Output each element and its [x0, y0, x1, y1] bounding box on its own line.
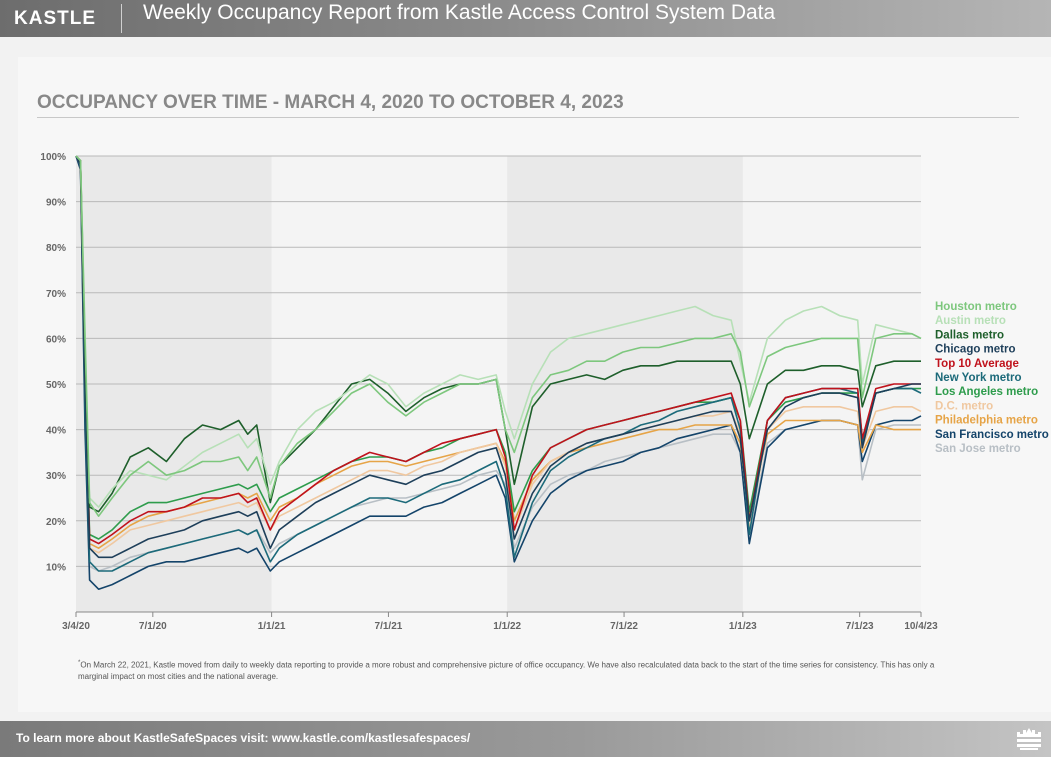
x-tick-label: 7/1/23 — [846, 621, 874, 632]
series-line-d-c-metro — [75, 155, 922, 554]
y-tick-label: 70% — [46, 289, 66, 300]
x-tick-label: 1/1/22 — [493, 621, 521, 632]
y-tick-label: 20% — [46, 517, 66, 528]
footnote: *On March 22, 2021, Kastle moved from da… — [78, 658, 938, 682]
header-bar: KASTLE Weekly Occupancy Report from Kast… — [0, 0, 1051, 37]
footer-link-text[interactable]: To learn more about KastleSafeSpaces vis… — [16, 731, 471, 745]
legend-dallas-metro: Dallas metro — [935, 329, 1004, 341]
report-title: Weekly Occupancy Report from Kastle Acce… — [143, 1, 776, 24]
footnote-marker: * — [78, 660, 81, 666]
series-line-san-francisco-metro — [75, 155, 922, 591]
legend-new-york-metro: New York metro — [935, 372, 1022, 384]
x-tick-label: 3/4/20 — [62, 621, 90, 632]
x-tick-label: 7/1/22 — [610, 621, 638, 632]
legend-d-c-metro: D.C. metro — [935, 400, 993, 412]
y-tick-label: 100% — [40, 152, 66, 163]
series-line-houston-metro — [75, 155, 922, 518]
y-tick-label: 50% — [46, 380, 66, 391]
legend-chicago-metro: Chicago metro — [935, 344, 1016, 356]
x-tick-label: 7/1/20 — [139, 621, 167, 632]
series-line-top-10-average — [75, 155, 921, 545]
kastle-logo: KASTLE — [14, 8, 96, 29]
series-line-chicago-metro — [75, 155, 921, 559]
y-tick-label: 60% — [46, 334, 66, 345]
y-tick-label: 10% — [46, 562, 66, 573]
legend-san-francisco-metro: San Francisco metro — [935, 429, 1049, 441]
x-tick-label: 1/1/21 — [258, 621, 286, 632]
x-tick-label: 7/1/21 — [375, 621, 403, 632]
y-tick-label: 30% — [46, 471, 66, 482]
series-line-austin-metro — [75, 155, 922, 508]
legend-houston-metro: Houston metro — [935, 301, 1017, 313]
x-tick-label: 1/1/23 — [729, 621, 757, 632]
footnote-text: On March 22, 2021, Kastle moved from dai… — [78, 660, 935, 681]
legend-top-10-average: Top 10 Average — [935, 358, 1019, 370]
legend-los-angeles-metro: Los Angeles metro — [935, 386, 1038, 398]
legend-philadelphia-metro: Philadelphia metro — [935, 415, 1038, 427]
footer-bar: To learn more about KastleSafeSpaces vis… — [0, 721, 1051, 757]
header-divider — [121, 4, 122, 33]
y-tick-label: 90% — [46, 198, 66, 209]
y-tick-label: 80% — [46, 243, 66, 254]
x-tick-label: 10/4/23 — [904, 621, 938, 632]
kastle-castle-icon — [1017, 728, 1041, 750]
chart-title: OCCUPANCY OVER TIME - MARCH 4, 2020 TO O… — [37, 92, 624, 113]
y-tick-label: 40% — [46, 426, 66, 437]
legend-san-jose-metro: San Jose metro — [935, 443, 1021, 455]
title-rule — [37, 117, 1019, 118]
legend-austin-metro: Austin metro — [935, 315, 1006, 327]
